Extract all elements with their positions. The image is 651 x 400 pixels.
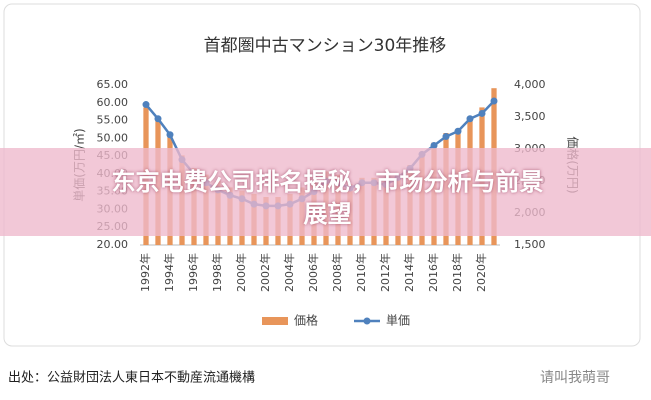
- x-tick-label: 2002年: [258, 253, 272, 292]
- x-tick-label: 2016年: [426, 253, 440, 292]
- line-marker: [466, 115, 474, 123]
- line-marker: [442, 133, 450, 141]
- legend-swatch: [262, 317, 288, 325]
- chart-title: 首都圏中古マンション30年推移: [204, 36, 447, 56]
- legend-label: 価格: [294, 313, 318, 328]
- x-tick-label: 2008年: [330, 253, 344, 292]
- line-marker: [142, 101, 150, 109]
- x-tick-label: 2006年: [306, 253, 320, 292]
- line-marker: [430, 141, 438, 149]
- watermark: 请叫我萌哥: [540, 370, 610, 386]
- x-tick-label: 2010年: [354, 253, 368, 292]
- banner: 东京电费公司排名揭秘，市场分析与前景展望: [0, 148, 651, 236]
- legend-label: 単価: [386, 314, 410, 328]
- legend-swatch: [363, 317, 371, 325]
- line-marker: [478, 109, 486, 117]
- x-tick-label: 1996年: [186, 253, 200, 292]
- x-tick-label: 2018年: [450, 253, 464, 292]
- x-tick-label: 2020年: [474, 253, 488, 292]
- line-marker: [166, 131, 174, 139]
- y-tick-label: 55.00: [97, 114, 129, 127]
- x-tick-label: 1994年: [162, 253, 176, 292]
- x-tick-label: 2012年: [378, 253, 392, 292]
- x-tick-label: 2004年: [282, 253, 296, 292]
- x-tick-label: 1998年: [210, 253, 224, 292]
- source: 出处：公益財団法人東日本不動産流通機構: [8, 370, 255, 386]
- x-tick-label: 2000年: [234, 253, 248, 292]
- line-marker: [490, 97, 498, 105]
- y2-tick-label: 4,000: [514, 78, 546, 91]
- line-marker: [454, 127, 462, 135]
- banner-title: 东京电费公司排名揭秘，市场分析与前景展望: [111, 168, 544, 228]
- x-tick-label: 2014年: [402, 253, 416, 292]
- y-tick-label: 20.00: [97, 238, 129, 251]
- line-marker: [154, 115, 162, 123]
- x-tick-label: 1992年: [138, 253, 152, 292]
- y-tick-label: 60.00: [97, 96, 129, 109]
- y2-tick-label: 1,500: [514, 238, 546, 251]
- y2-tick-label: 3,500: [514, 110, 546, 123]
- y-tick-label: 65.00: [97, 78, 129, 91]
- y-tick-label: 50.00: [97, 131, 129, 144]
